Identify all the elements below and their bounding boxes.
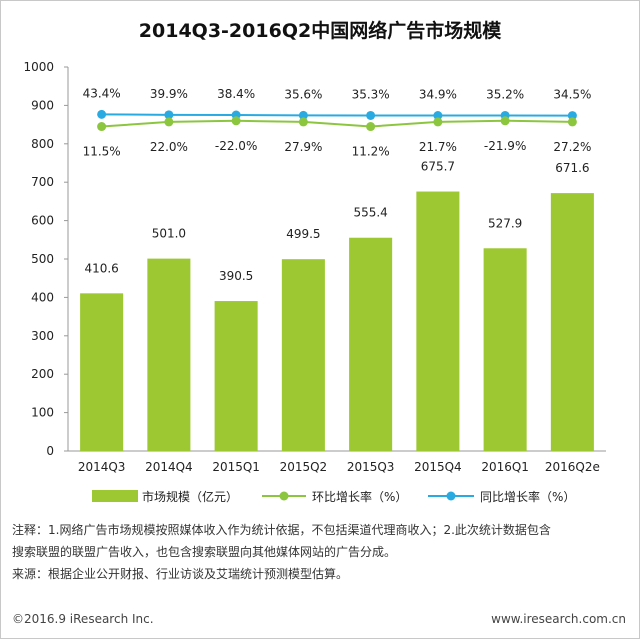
x-tick-label: 2016Q2e [545, 460, 600, 474]
series-point-label: 11.2% [352, 145, 390, 159]
x-tick-label: 2015Q4 [414, 460, 462, 474]
legend-label: 市场规模（亿元） [142, 489, 238, 504]
series-point-label: 27.2% [553, 140, 591, 154]
series-point [164, 110, 174, 120]
series-point-label: 34.9% [419, 88, 457, 102]
series-point-label: 39.9% [150, 87, 188, 101]
series-point [298, 110, 308, 120]
legend-label: 同比增长率（%） [480, 489, 575, 504]
series-point-label: 11.5% [83, 145, 121, 159]
bar-value-label: 675.7 [421, 160, 455, 174]
y-tick-label: 900 [31, 98, 54, 112]
bar [281, 259, 325, 451]
series-point-label: 21.7% [419, 140, 457, 154]
legend-bar-swatch [92, 490, 138, 502]
source-line: 来源：根据企业公开财报、行业访谈及艾瑞统计预测模型估算。 [12, 567, 349, 581]
chart-title: 2014Q3-2016Q2中国网络广告市场规模 [138, 20, 502, 42]
bar-value-label: 555.4 [353, 206, 387, 220]
bar [349, 237, 393, 451]
legend-point-swatch [279, 491, 289, 501]
series-point [97, 109, 107, 119]
note-line-2: 搜索联盟的联盟广告收入，也包含搜索联盟向其他媒体网站的广告分成。 [12, 545, 397, 559]
y-tick-label: 800 [31, 137, 54, 151]
bar [147, 258, 191, 451]
chart-canvas: 0 100 200 300 400 500 600 700 800 900 1000 2014Q3 20… [23, 60, 606, 504]
x-tick-label: 2015Q2 [280, 460, 328, 474]
series-point-label: 22.0% [150, 140, 188, 154]
series-point [298, 117, 308, 127]
series-line [101, 113, 573, 117]
series-point [366, 122, 376, 132]
notes-block: 注释：1.网络广告市场规模按照媒体收入作为统计依据，不包括渠道代理商收入；2.此… [12, 519, 630, 585]
series-point [164, 117, 174, 127]
legend-point-swatch [446, 491, 456, 501]
series-point-label: 27.9% [284, 140, 322, 154]
y-tick-label: 1000 [23, 60, 54, 74]
bar-value-label: 501.0 [152, 227, 186, 241]
y-tick-label: 100 [31, 406, 54, 420]
legend-label: 环比增长率（%） [312, 489, 407, 504]
y-tick-label: 700 [31, 175, 54, 189]
y-tick-label: 300 [31, 329, 54, 343]
series-point [231, 116, 241, 126]
bar [214, 301, 258, 451]
bar-value-label: 671.6 [555, 161, 589, 175]
x-tick-label: 2015Q1 [212, 460, 260, 474]
series-point-label: -21.9% [484, 139, 526, 153]
series-point [97, 122, 107, 132]
y-tick-label: 600 [31, 214, 54, 228]
series-point-label: 38.4% [217, 87, 255, 101]
x-tick-label: 2015Q3 [347, 460, 395, 474]
series-point [366, 110, 376, 120]
website: www.iresearch.com.cn [491, 612, 626, 626]
bar [483, 248, 527, 451]
series-point-label: 35.3% [352, 87, 390, 101]
y-tick-label: 500 [31, 252, 54, 266]
series-point [500, 116, 510, 126]
bar [416, 191, 460, 452]
bar-value-label: 390.5 [219, 269, 253, 283]
bar [550, 193, 594, 452]
series-point-label: 43.4% [83, 86, 121, 100]
bar-value-label: 499.5 [286, 227, 320, 241]
series-line [101, 119, 573, 128]
bar-value-label: 410.6 [84, 261, 118, 275]
series-point [567, 111, 577, 121]
series-point-label: 35.2% [486, 87, 524, 101]
y-tick-label: 400 [31, 290, 54, 304]
x-tick-label: 2014Q3 [78, 460, 126, 474]
series-point-label: 34.5% [553, 88, 591, 102]
note-line-1: 注释：1.网络广告市场规模按照媒体收入作为统计依据，不包括渠道代理商收入；2.此… [12, 523, 551, 537]
x-tick-label: 2014Q4 [145, 460, 193, 474]
bar [80, 293, 124, 451]
x-tick-label: 2016Q1 [481, 460, 529, 474]
copyright: ©2016.9 iResearch Inc. [12, 612, 154, 626]
series-point [433, 117, 443, 127]
series-point-label: -22.0% [215, 139, 257, 153]
y-tick-label: 200 [31, 367, 54, 381]
y-tick-label: 0 [46, 444, 54, 458]
series-point [433, 111, 443, 121]
series-point [567, 117, 577, 127]
bar-value-label: 527.9 [488, 216, 522, 230]
series-point-label: 35.6% [284, 87, 322, 101]
